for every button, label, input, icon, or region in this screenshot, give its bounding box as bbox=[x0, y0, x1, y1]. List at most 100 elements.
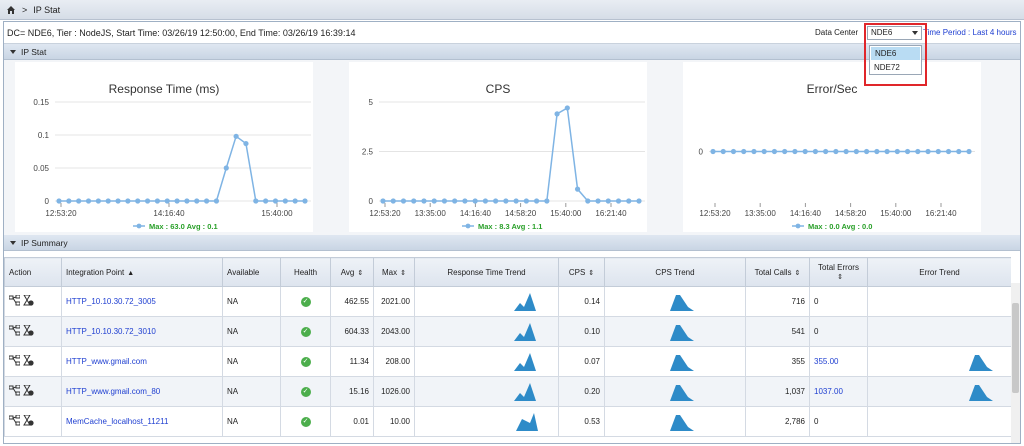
ip-summary-header[interactable]: IP Summary bbox=[4, 235, 1020, 251]
data-point[interactable] bbox=[76, 198, 82, 204]
data-point[interactable] bbox=[935, 148, 941, 155]
data-point[interactable] bbox=[884, 148, 890, 155]
data-point[interactable] bbox=[595, 198, 601, 204]
data-point[interactable] bbox=[751, 148, 757, 155]
data-point[interactable] bbox=[605, 198, 611, 204]
data-point[interactable] bbox=[782, 148, 788, 155]
data-point[interactable] bbox=[174, 198, 180, 204]
integration-point-link[interactable]: HTTP_www.gmail.com bbox=[61, 346, 223, 377]
data-point[interactable] bbox=[431, 198, 437, 204]
data-point[interactable] bbox=[441, 198, 448, 204]
table-scrollbar[interactable] bbox=[1011, 283, 1020, 443]
hourglass-icon[interactable] bbox=[23, 355, 34, 366]
data-point[interactable] bbox=[253, 198, 259, 204]
data-point[interactable] bbox=[194, 198, 200, 204]
data-point[interactable] bbox=[223, 165, 229, 171]
data-point[interactable] bbox=[853, 148, 859, 155]
data-point[interactable] bbox=[626, 198, 632, 204]
data-point[interactable] bbox=[945, 148, 952, 155]
flowmap-icon[interactable] bbox=[9, 295, 20, 306]
home-icon[interactable] bbox=[6, 5, 16, 15]
data-point[interactable] bbox=[125, 198, 131, 204]
total-errors-cell[interactable]: 355.00 bbox=[809, 346, 868, 377]
data-point[interactable] bbox=[421, 198, 427, 204]
data-point[interactable] bbox=[503, 198, 509, 204]
data-point[interactable] bbox=[115, 198, 121, 204]
data-point[interactable] bbox=[95, 198, 101, 204]
data-point[interactable] bbox=[554, 111, 560, 117]
data-point[interactable] bbox=[411, 198, 417, 204]
data-point[interactable] bbox=[802, 148, 808, 155]
data-point[interactable] bbox=[564, 105, 570, 111]
data-point[interactable] bbox=[272, 198, 279, 204]
data-point[interactable] bbox=[292, 198, 298, 204]
data-point[interactable] bbox=[243, 140, 249, 147]
data-point[interactable] bbox=[833, 148, 839, 155]
data-point[interactable] bbox=[904, 148, 911, 155]
integration-point-link[interactable]: MemCache_localhost_11211 bbox=[61, 406, 223, 437]
data-point[interactable] bbox=[482, 198, 488, 204]
data-point[interactable] bbox=[843, 148, 849, 155]
col-max[interactable]: Max ⇕ bbox=[373, 257, 415, 287]
col-total-errors[interactable]: Total Errors ⇕ bbox=[809, 257, 868, 287]
col-available[interactable]: Available bbox=[222, 257, 281, 287]
data-point[interactable] bbox=[213, 198, 220, 204]
data-point[interactable] bbox=[823, 148, 829, 155]
flowmap-icon[interactable] bbox=[9, 415, 20, 426]
data-point[interactable] bbox=[380, 198, 386, 204]
col-total-calls[interactable]: Total Calls ⇕ bbox=[745, 257, 810, 287]
data-point[interactable] bbox=[915, 148, 921, 155]
data-point[interactable] bbox=[894, 148, 900, 155]
data-point[interactable] bbox=[390, 198, 396, 204]
dropdown-option-nde72[interactable]: NDE72 bbox=[874, 63, 900, 72]
data-point[interactable] bbox=[233, 133, 239, 139]
data-point[interactable] bbox=[144, 198, 151, 204]
data-point[interactable] bbox=[534, 198, 540, 204]
hourglass-icon[interactable] bbox=[23, 295, 34, 306]
flowmap-icon[interactable] bbox=[9, 325, 20, 336]
data-point[interactable] bbox=[741, 148, 747, 155]
data-point[interactable] bbox=[812, 148, 818, 155]
data-point[interactable] bbox=[771, 148, 778, 155]
data-point[interactable] bbox=[56, 198, 62, 204]
data-point[interactable] bbox=[105, 198, 111, 204]
data-point[interactable] bbox=[925, 148, 931, 155]
data-point[interactable] bbox=[263, 198, 269, 204]
data-center-select[interactable]: NDE6 bbox=[867, 26, 922, 40]
data-point[interactable] bbox=[66, 198, 72, 204]
data-point[interactable] bbox=[710, 148, 716, 155]
scrollbar-thumb[interactable] bbox=[1012, 303, 1019, 393]
integration-point-link[interactable]: HTTP_10.10.30.72_3010 bbox=[61, 316, 223, 347]
data-point[interactable] bbox=[452, 198, 458, 204]
data-point[interactable] bbox=[282, 198, 288, 204]
data-point[interactable] bbox=[493, 198, 499, 204]
data-point[interactable] bbox=[636, 198, 642, 204]
data-point[interactable] bbox=[720, 148, 726, 155]
data-point[interactable] bbox=[462, 198, 468, 204]
col-health[interactable]: Health bbox=[280, 257, 331, 287]
time-period-link[interactable]: Time Period : Last 4 hours bbox=[923, 28, 1017, 37]
data-point[interactable] bbox=[154, 198, 160, 204]
data-point[interactable] bbox=[184, 198, 190, 204]
data-point[interactable] bbox=[615, 198, 622, 204]
data-point[interactable] bbox=[874, 148, 880, 155]
data-point[interactable] bbox=[164, 198, 170, 204]
data-point[interactable] bbox=[574, 186, 581, 192]
flowmap-icon[interactable] bbox=[9, 355, 20, 366]
dropdown-option-nde6[interactable]: NDE6 bbox=[871, 47, 920, 60]
integration-point-link[interactable]: HTTP_www.gmail.com_80 bbox=[61, 376, 223, 407]
data-point[interactable] bbox=[135, 198, 141, 204]
hourglass-icon[interactable] bbox=[23, 415, 34, 426]
data-point[interactable] bbox=[400, 198, 407, 204]
data-point[interactable] bbox=[85, 198, 92, 204]
data-point[interactable] bbox=[761, 148, 767, 155]
data-point[interactable] bbox=[472, 198, 478, 204]
data-point[interactable] bbox=[204, 198, 210, 204]
data-point[interactable] bbox=[523, 198, 529, 204]
flowmap-icon[interactable] bbox=[9, 385, 20, 396]
data-point[interactable] bbox=[513, 198, 519, 204]
hourglass-icon[interactable] bbox=[23, 385, 34, 396]
col-cps[interactable]: CPS ⇕ bbox=[558, 257, 605, 287]
integration-point-link[interactable]: HTTP_10.10.30.72_3005 bbox=[61, 286, 223, 317]
data-point[interactable] bbox=[966, 148, 972, 155]
